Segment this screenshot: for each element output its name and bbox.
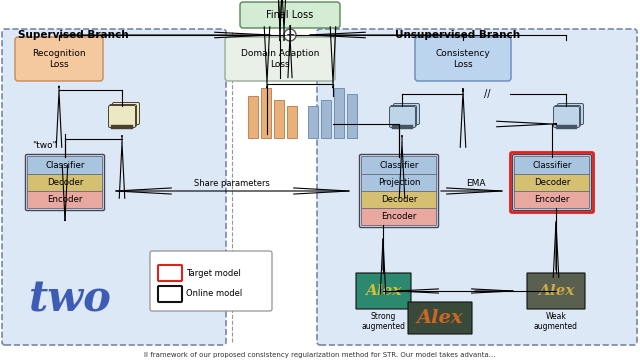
Bar xyxy=(308,106,318,138)
FancyBboxPatch shape xyxy=(390,107,415,127)
FancyBboxPatch shape xyxy=(362,174,436,191)
FancyBboxPatch shape xyxy=(109,104,136,127)
FancyBboxPatch shape xyxy=(28,190,102,209)
Text: Encoder: Encoder xyxy=(381,212,417,221)
Bar xyxy=(111,125,133,129)
Bar xyxy=(392,125,413,129)
FancyBboxPatch shape xyxy=(15,37,103,81)
FancyBboxPatch shape xyxy=(515,190,589,209)
FancyBboxPatch shape xyxy=(415,37,511,81)
Bar xyxy=(321,100,331,138)
Text: Weak
augmented: Weak augmented xyxy=(534,312,578,331)
FancyBboxPatch shape xyxy=(394,103,419,124)
Text: Alex: Alex xyxy=(417,309,463,327)
FancyBboxPatch shape xyxy=(362,157,436,174)
FancyBboxPatch shape xyxy=(557,103,584,124)
FancyBboxPatch shape xyxy=(515,174,589,191)
Text: Classifier: Classifier xyxy=(380,161,419,170)
Bar xyxy=(274,100,284,138)
FancyBboxPatch shape xyxy=(28,157,102,174)
FancyBboxPatch shape xyxy=(515,157,589,174)
FancyBboxPatch shape xyxy=(225,37,335,81)
FancyBboxPatch shape xyxy=(28,174,102,191)
FancyBboxPatch shape xyxy=(362,190,436,209)
Text: ll framework of our proposed consistency regularization method for STR. Our mode: ll framework of our proposed consistency… xyxy=(144,352,496,358)
FancyBboxPatch shape xyxy=(356,273,411,309)
Text: "two": "two" xyxy=(32,141,57,150)
Text: //: // xyxy=(484,89,490,99)
Bar xyxy=(287,106,297,138)
Text: Consistency
Loss: Consistency Loss xyxy=(436,49,490,69)
FancyBboxPatch shape xyxy=(2,29,226,345)
Text: Decoder: Decoder xyxy=(534,178,570,187)
Text: Decoder: Decoder xyxy=(381,195,417,204)
Text: Target model: Target model xyxy=(186,269,241,277)
FancyBboxPatch shape xyxy=(317,29,637,345)
Text: Unsupervised Branch: Unsupervised Branch xyxy=(395,30,520,40)
Text: Encoder: Encoder xyxy=(534,195,570,204)
Bar xyxy=(261,88,271,138)
Text: Recognition
Loss: Recognition Loss xyxy=(32,49,86,69)
FancyBboxPatch shape xyxy=(109,106,136,127)
Text: two: two xyxy=(29,278,111,320)
Bar xyxy=(347,94,357,138)
Text: Decoder: Decoder xyxy=(47,178,83,187)
Circle shape xyxy=(284,29,296,41)
Text: Online model: Online model xyxy=(186,289,243,298)
Text: Projection: Projection xyxy=(378,178,420,187)
Text: Alex: Alex xyxy=(538,284,574,298)
Bar xyxy=(334,88,344,138)
FancyBboxPatch shape xyxy=(240,2,340,28)
Text: Share parameters: Share parameters xyxy=(194,179,270,188)
FancyBboxPatch shape xyxy=(158,286,182,302)
Text: +: + xyxy=(285,30,294,40)
Bar xyxy=(248,96,258,138)
FancyBboxPatch shape xyxy=(408,302,472,334)
Text: Final Loss: Final Loss xyxy=(266,10,314,20)
FancyBboxPatch shape xyxy=(362,207,436,226)
FancyBboxPatch shape xyxy=(390,106,417,127)
Text: Classifier: Classifier xyxy=(532,161,572,170)
FancyBboxPatch shape xyxy=(150,251,272,311)
Text: Encoder: Encoder xyxy=(47,195,83,204)
FancyBboxPatch shape xyxy=(527,273,585,309)
FancyBboxPatch shape xyxy=(554,106,580,127)
Text: Alex: Alex xyxy=(365,284,401,298)
Text: EMA: EMA xyxy=(467,179,486,188)
FancyBboxPatch shape xyxy=(113,103,140,124)
Text: Classifier: Classifier xyxy=(45,161,84,170)
FancyBboxPatch shape xyxy=(554,107,579,127)
Text: Supervised Branch: Supervised Branch xyxy=(18,30,129,40)
Bar xyxy=(556,125,577,129)
Text: Domain Adaption
Loss: Domain Adaption Loss xyxy=(241,49,319,69)
Text: Strong
augmented: Strong augmented xyxy=(361,312,405,331)
FancyBboxPatch shape xyxy=(158,265,182,281)
